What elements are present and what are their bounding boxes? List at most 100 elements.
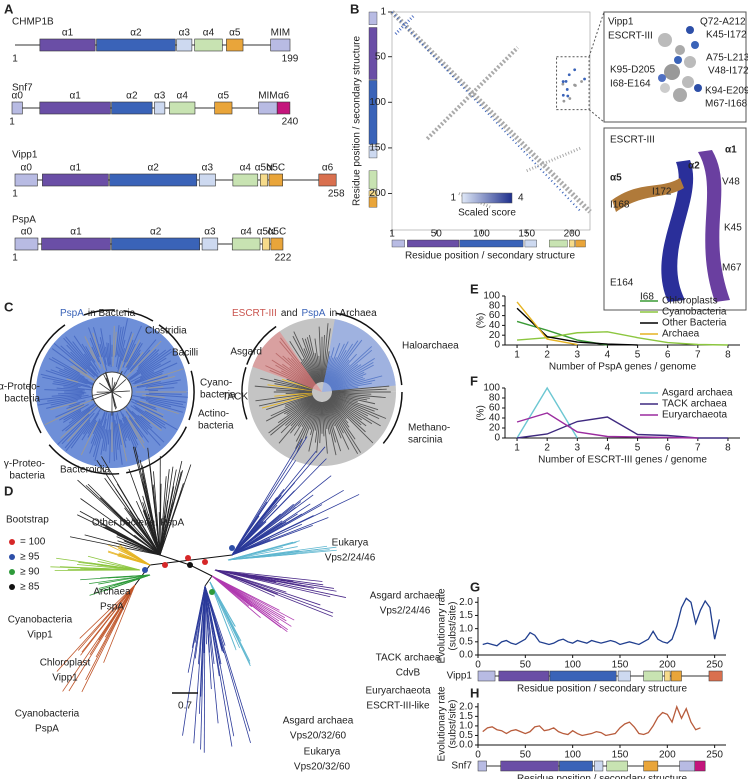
domain-label: α0 (21, 227, 33, 238)
tree-branch (286, 396, 314, 415)
series-line (482, 597, 721, 647)
tree-branch (112, 410, 115, 462)
tree-branch (330, 364, 374, 388)
tree-branch (89, 337, 102, 365)
clade-label: bacteria (4, 394, 40, 405)
helix-a2 (661, 160, 694, 302)
legend-label: Euryarchaeota (662, 410, 727, 421)
x-tick-label: 7 (695, 443, 701, 454)
residue-label: E164 (610, 278, 634, 289)
tree-branch (149, 464, 161, 556)
tree-branch (107, 413, 112, 445)
domain-label: α0 (21, 163, 33, 174)
tree-branch (314, 401, 321, 431)
tree-branch (45, 370, 88, 385)
tree-branch (64, 412, 95, 449)
tree-branch (98, 574, 151, 591)
tree-branch (331, 395, 387, 419)
title-part: in Archaea (329, 308, 377, 319)
x-tick-label: 6 (665, 443, 671, 454)
tree-branch (329, 346, 373, 386)
domain (276, 101, 291, 115)
tree-branch (56, 584, 136, 672)
clade-label: TACK (222, 392, 248, 403)
tree-branch (159, 469, 170, 556)
tree-branch (231, 523, 303, 556)
x-tick-label: 3 (575, 443, 581, 454)
tree-branch (72, 341, 99, 375)
tree-branch (87, 419, 97, 434)
tree-branch (124, 507, 161, 556)
ss-bar-x (407, 239, 460, 248)
domain (194, 38, 223, 52)
tree-branch (327, 340, 359, 385)
title-part: in Bacteria (88, 308, 136, 319)
tree-branch (53, 381, 81, 387)
bootstrap-node (209, 589, 215, 595)
tree-branch (134, 534, 161, 556)
domain (258, 101, 278, 115)
tree-branch (325, 400, 350, 450)
tree-branch (289, 366, 315, 387)
tree-branch (128, 349, 167, 380)
domain (477, 760, 487, 772)
y-axis-label: (subst/site) (448, 700, 459, 749)
structure-title: ESCRT-III (610, 135, 655, 146)
tree-branch (159, 502, 173, 556)
pair-escrt: M67-I168 (705, 99, 748, 110)
tree-branch (325, 401, 342, 439)
tree-branch (279, 341, 316, 385)
y-tick-label: 0.0 (459, 650, 473, 661)
tree-branch (129, 419, 145, 444)
tree-branch (270, 398, 315, 436)
tree-branch (289, 341, 318, 384)
tree-branch (286, 378, 313, 390)
panel-label: F (470, 373, 478, 388)
tree-branch (296, 401, 319, 453)
domain-label: α5N (257, 227, 276, 238)
tree-branch (331, 378, 365, 390)
legend-title: Bootstrap (6, 515, 49, 526)
contact-dot (682, 76, 694, 88)
domain (617, 670, 631, 682)
tree-branch (133, 375, 175, 388)
x-tick-label: 1 (389, 229, 395, 240)
clade-arc (126, 426, 187, 474)
clade-label: γ-Proteo- (4, 459, 45, 470)
tree-branch (92, 332, 106, 371)
clade-label: Eukarya (332, 538, 369, 549)
helix-label: α2 (688, 161, 700, 172)
tree-branch (231, 494, 314, 556)
tree-branch (143, 408, 168, 422)
tree-branch (122, 413, 139, 446)
bootstrap-node (185, 555, 191, 561)
x-tick-label: 50 (431, 229, 443, 240)
legend-label: Chloroplasts (662, 296, 718, 307)
x-tick-label: 250 (706, 660, 723, 671)
panel-label: D (4, 483, 13, 498)
tree-branch (148, 401, 184, 413)
pair-vipp1: Q72-A212 (700, 17, 746, 28)
ss-bar-y (368, 196, 378, 208)
map-band (394, 14, 415, 35)
tree-branch (231, 446, 326, 556)
x-tick-label: 200 (659, 750, 676, 761)
tree-branch (109, 429, 112, 464)
tree-branch (134, 407, 167, 429)
tree-branch (308, 401, 321, 452)
tree-branch (124, 339, 141, 368)
bootstrap-node (202, 559, 208, 565)
ss-bar-y (368, 145, 378, 159)
map-dot (574, 84, 577, 87)
tree-branch (114, 420, 119, 450)
domain (198, 173, 216, 187)
tree-branch (94, 410, 108, 461)
x-axis-label: Residue position / secondary structure (517, 774, 688, 779)
domain (169, 101, 196, 115)
tree-branch (159, 483, 184, 556)
clade-arc (335, 312, 403, 386)
tree-branch (129, 339, 157, 371)
tree-branch (231, 515, 314, 556)
tree-branch (44, 389, 83, 392)
tree-branch (70, 422, 91, 449)
